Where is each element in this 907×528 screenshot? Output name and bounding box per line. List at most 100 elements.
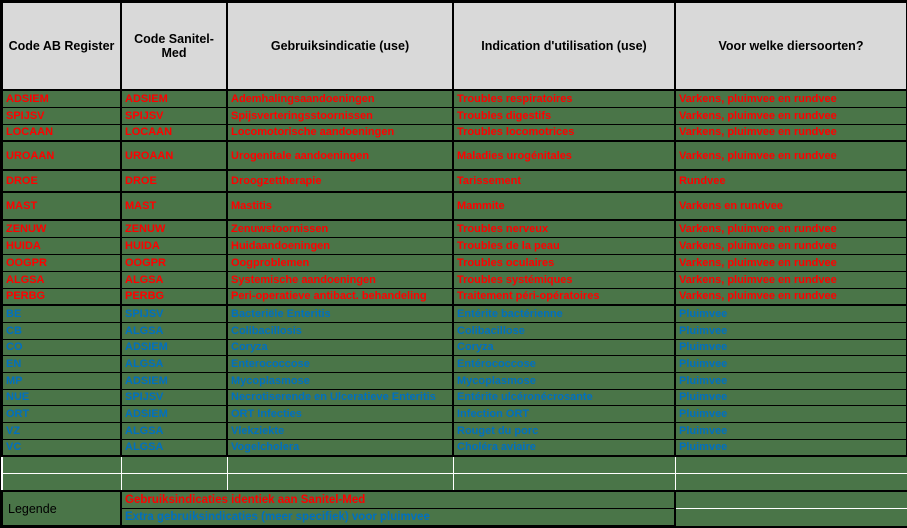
cell-use-nl: Bacteriële Enteritis	[226, 304, 454, 323]
header-row: Code AB Register Code Sanitel-Med Gebrui…	[1, 1, 907, 91]
cell-use-fr: Coryza	[452, 338, 676, 356]
cell-use-fr: Entérite ulcéronécrosante	[452, 388, 676, 406]
cell-code-ab-register: VZ	[1, 421, 122, 440]
cell-use-fr: Troubles oculaires	[452, 253, 676, 272]
cell-code-sanitel-med: ADSIEM	[120, 404, 228, 423]
cell-code-sanitel-med: MAST	[120, 191, 228, 221]
cell-use-nl: Urogenitale aandoeningen	[226, 140, 454, 171]
cell-species: Pluimvee	[674, 338, 907, 356]
cell-code-sanitel-med: ALGSA	[120, 438, 228, 457]
table-row: VC ALGSA Vogelcholera Choléra aviaire Pluimv…	[1, 438, 907, 457]
cell-use-fr: Troubles locomotrices	[452, 123, 676, 142]
table-row: PERBG PERBG Peri-operatieve antibact. beha…	[1, 287, 907, 306]
cell-species: Varkens, pluimvee en rundvee	[674, 123, 907, 142]
col-header-indication-utilisation: Indication d'utilisation (use)	[452, 1, 676, 91]
table-row: DROE DROE Droogzettherapie Tarissement Rundv…	[1, 169, 907, 193]
cell-use-nl: Locomotorische aandoeningen	[226, 123, 454, 142]
empty-cell	[120, 473, 228, 492]
cell-code-sanitel-med: ADSIEM	[120, 89, 228, 108]
cell-use-nl: Huidaandoeningen	[226, 236, 454, 255]
legend-item-extra: Extra gebruiksindicaties (meer specifiek…	[120, 508, 676, 527]
cell-species: Pluimvee	[674, 321, 907, 340]
cell-species: Varkens, pluimvee en rundvee	[674, 236, 907, 255]
cell-code-sanitel-med: ALGSA	[120, 421, 228, 440]
empty-row	[1, 455, 907, 474]
col-header-diersoorten: Voor welke diersoorten?	[674, 1, 907, 91]
table-row: ALGSA ALGSA Systemische aandoeningen Troubl…	[1, 270, 907, 289]
cell-code-sanitel-med: HUIDA	[120, 236, 228, 255]
cell-code-sanitel-med: ALGSA	[120, 354, 228, 373]
cell-use-fr: Infection ORT	[452, 404, 676, 423]
cell-code-ab-register: NUE	[1, 388, 122, 406]
table-row: MP ADSIEM Mycoplasmose Mycoplasmose Pluimvee	[1, 371, 907, 390]
table-row: CB ALGSA Colibacillosis Colibacillose Pluimv…	[1, 321, 907, 340]
cell-use-fr: Choléra aviaire	[452, 438, 676, 457]
cell-code-ab-register: MP	[1, 371, 122, 390]
cell-code-ab-register: BE	[1, 304, 122, 323]
table-row: CO ADSIEM Coryza Coryza Pluimvee	[1, 338, 907, 356]
cell-species: Rundvee	[674, 169, 907, 193]
cell-use-fr: Entérite bactérienne	[452, 304, 676, 323]
cell-use-nl: ORT Infecties	[226, 404, 454, 423]
table-row: BE SPIJSV Bacteriële Enteritis Entérite bac…	[1, 304, 907, 323]
empty-cell	[674, 455, 907, 474]
cell-use-nl: Spijsverteringsstoornissen	[226, 106, 454, 125]
empty-cell	[1, 455, 122, 474]
cell-use-fr: Troubles systémiques	[452, 270, 676, 289]
cell-use-nl: Droogzettherapie	[226, 169, 454, 193]
cell-code-sanitel-med: DROE	[120, 169, 228, 193]
cell-use-nl: Peri-operatieve antibact. behandeling	[226, 287, 454, 306]
empty-cell	[226, 473, 454, 492]
cell-code-ab-register: PERBG	[1, 287, 122, 306]
table-row: ZENUW ZENUW Zenuwstoornissen Troubles nerve…	[1, 219, 907, 238]
cell-use-fr: Tarissement	[452, 169, 676, 193]
cell-species: Varkens en rundvee	[674, 191, 907, 221]
cell-species: Pluimvee	[674, 388, 907, 406]
cell-use-nl: Mastitis	[226, 191, 454, 221]
empty-row	[1, 473, 907, 492]
cell-code-sanitel-med: PERBG	[120, 287, 228, 306]
cell-species: Pluimvee	[674, 404, 907, 423]
cell-code-sanitel-med: UROAAN	[120, 140, 228, 171]
cell-use-fr: Mycoplasmose	[452, 371, 676, 390]
cell-code-ab-register: SPIJSV	[1, 106, 122, 125]
table-row: ADSIEM ADSIEM Ademhalingsaandoeningen Troub…	[1, 89, 907, 108]
cell-use-nl: Colibacillosis	[226, 321, 454, 340]
cell-code-ab-register: UROAAN	[1, 140, 122, 171]
cell-code-ab-register: CO	[1, 338, 122, 356]
col-header-code-ab-register: Code AB Register	[1, 1, 122, 91]
cell-use-nl: Vogelcholera	[226, 438, 454, 457]
cell-code-ab-register: VC	[1, 438, 122, 457]
col-header-gebruiksindicatie: Gebruiksindicatie (use)	[226, 1, 454, 91]
cell-species: Pluimvee	[674, 438, 907, 457]
cell-use-fr: Traitement péri-opératoires	[452, 287, 676, 306]
table-row: SPIJSV SPIJSV Spijsverteringsstoornissen Tr…	[1, 106, 907, 125]
cell-species: Varkens, pluimvee en rundvee	[674, 140, 907, 171]
cell-species: Pluimvee	[674, 304, 907, 323]
cell-use-fr: Colibacillose	[452, 321, 676, 340]
cell-code-sanitel-med: ALGSA	[120, 321, 228, 340]
cell-use-nl: Systemische aandoeningen	[226, 270, 454, 289]
empty-cell	[452, 473, 676, 492]
legend-row-identical: Legende Gebruiksindicaties identiek aan …	[1, 490, 907, 527]
cell-use-fr: Troubles de la peau	[452, 236, 676, 255]
cell-code-sanitel-med: SPIJSV	[120, 388, 228, 406]
cell-species: Varkens, pluimvee en rundvee	[674, 270, 907, 289]
cell-code-sanitel-med: ZENUW	[120, 219, 228, 238]
cell-code-ab-register: ADSIEM	[1, 89, 122, 108]
cell-code-sanitel-med: ADSIEM	[120, 371, 228, 390]
cell-code-ab-register: LOCAAN	[1, 123, 122, 142]
empty-cell	[674, 473, 907, 492]
cell-code-ab-register: HUIDA	[1, 236, 122, 255]
table-row: HUIDA HUIDA Huidaandoeningen Troubles de la…	[1, 236, 907, 255]
table-row: UROAAN UROAAN Urogenitale aandoeningen Mala…	[1, 140, 907, 171]
cell-code-sanitel-med: ADSIEM	[120, 338, 228, 356]
cell-species: Pluimvee	[674, 354, 907, 373]
cell-code-ab-register: MAST	[1, 191, 122, 221]
table-row: EN ALGSA Enterococcose Entérococcose Pluimve…	[1, 354, 907, 373]
table-row: NUE SPIJSV Necrotiserende en Ulceratieve E…	[1, 388, 907, 406]
cell-species: Varkens, pluimvee en rundvee	[674, 89, 907, 108]
cell-code-sanitel-med: SPIJSV	[120, 304, 228, 323]
